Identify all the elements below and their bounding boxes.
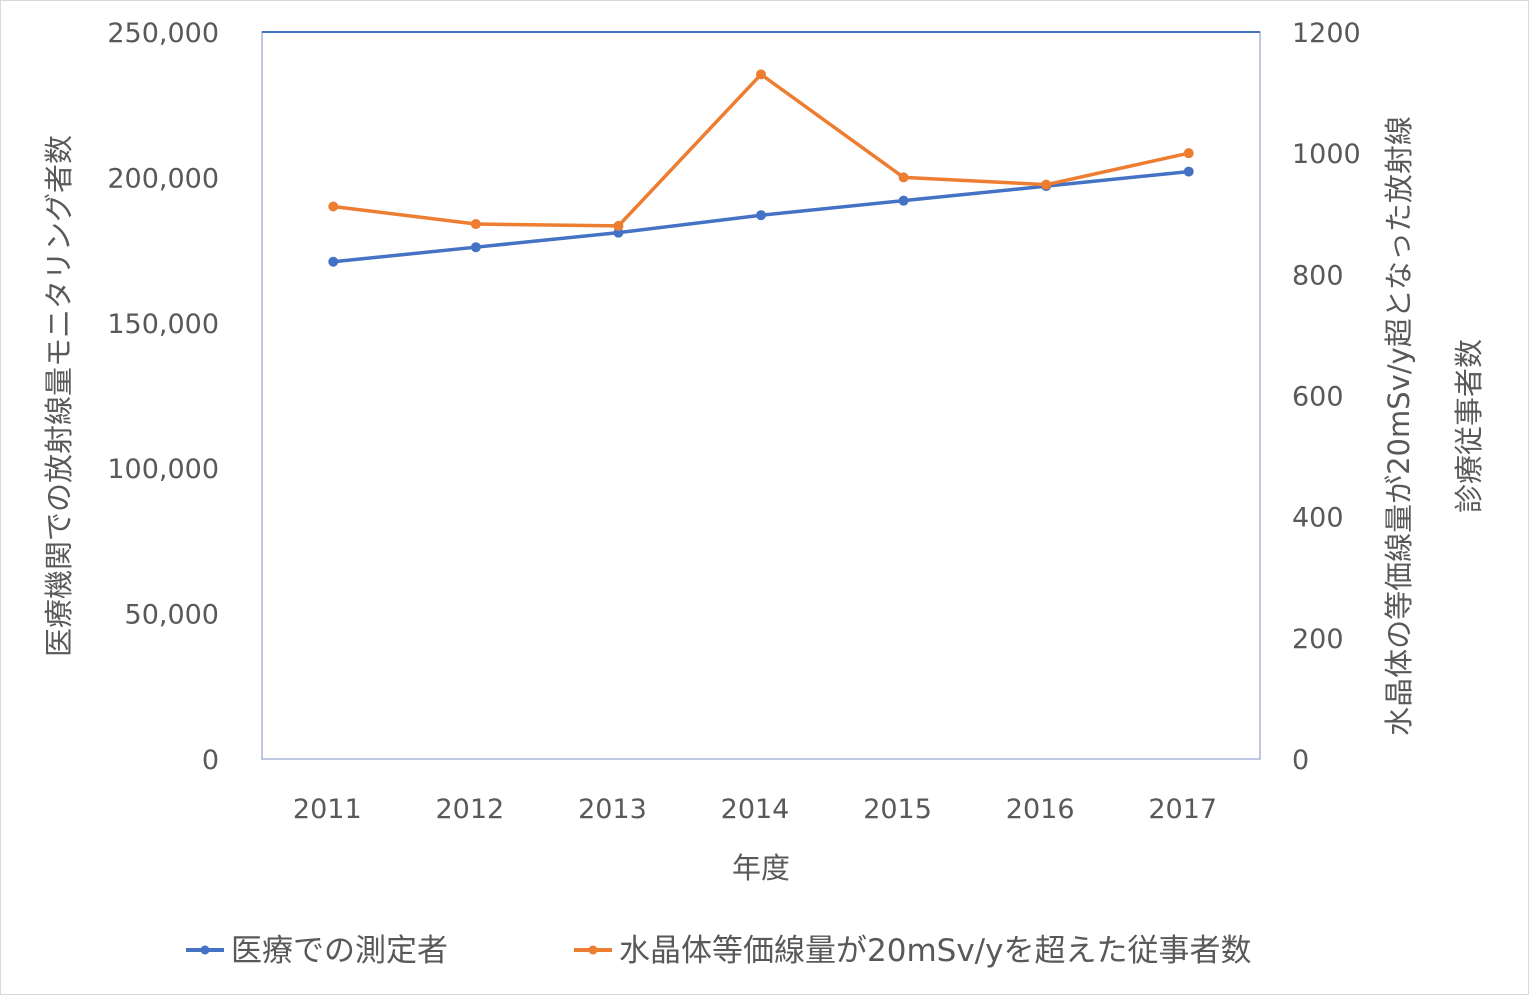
right-tick-label: 400	[1292, 503, 1344, 534]
series-point-1	[328, 201, 339, 212]
series-point-1	[898, 172, 909, 183]
x-tick-label: 2012	[435, 794, 504, 825]
left-tick-label: 0	[202, 745, 219, 776]
left-tick-label: 100,000	[107, 454, 219, 485]
left-axis-ticks: 0 50,000 100,000 150,000 200,000 250,000	[107, 18, 219, 776]
right-tick-label: 0	[1292, 745, 1309, 776]
left-tick-label: 250,000	[107, 18, 219, 49]
left-tick-label: 200,000	[107, 163, 219, 194]
right-tick-label: 200	[1292, 624, 1344, 655]
series-point-0	[756, 210, 766, 221]
right-axis-ticks: 0 200 400 600 800 1000 1200	[1292, 18, 1361, 776]
series-point-1	[613, 220, 624, 231]
legend-label-medical: 医療での測定者	[231, 933, 448, 969]
x-tick-label: 2015	[863, 794, 932, 825]
x-tick-label: 2013	[578, 794, 647, 825]
left-tick-label: 150,000	[107, 309, 219, 340]
x-axis-title: 年度	[732, 851, 790, 885]
x-tick-label: 2011	[293, 794, 362, 825]
legend: 医療での測定者 水晶体等価線量が20mSv/yを超えた従事者数	[186, 933, 1251, 969]
legend-label-lens-dose: 水晶体等価線量が20mSv/yを超えた従事者数	[619, 933, 1251, 969]
left-axis-title: 医療機関での放射線量モニタリング者数	[42, 135, 76, 657]
plot-border	[261, 31, 1261, 760]
x-axis-ticks: 2011 2012 2013 2014 2015 2016 2017	[293, 794, 1217, 825]
right-axis-title-line1: 水晶体の等価線量が20mSv/y超となった放射線	[1382, 116, 1416, 736]
series-point-1	[470, 219, 481, 230]
legend-marker-dot-medical	[200, 945, 210, 955]
right-tick-label: 1000	[1292, 139, 1361, 170]
series-point-1	[1183, 148, 1194, 159]
series-point-0	[328, 256, 339, 267]
left-tick-label: 50,000	[125, 600, 219, 631]
series-layer	[328, 69, 1194, 267]
right-axis-title-line2: 診療従事者数	[1452, 339, 1486, 513]
legend-marker-dot-lens-dose	[588, 945, 598, 955]
series-line-1	[333, 72, 1190, 228]
series-point-0	[898, 195, 909, 206]
right-tick-label: 600	[1292, 382, 1344, 413]
series-point-1	[756, 69, 766, 80]
series-point-0	[470, 242, 481, 253]
series-point-1	[1041, 179, 1052, 190]
x-tick-label: 2016	[1006, 794, 1075, 825]
right-tick-label: 1200	[1292, 18, 1361, 49]
plot-area	[261, 31, 1261, 760]
x-tick-label: 2014	[721, 794, 790, 825]
x-tick-label: 2017	[1148, 794, 1217, 825]
series-point-0	[1183, 166, 1194, 177]
right-tick-label: 800	[1292, 260, 1344, 291]
